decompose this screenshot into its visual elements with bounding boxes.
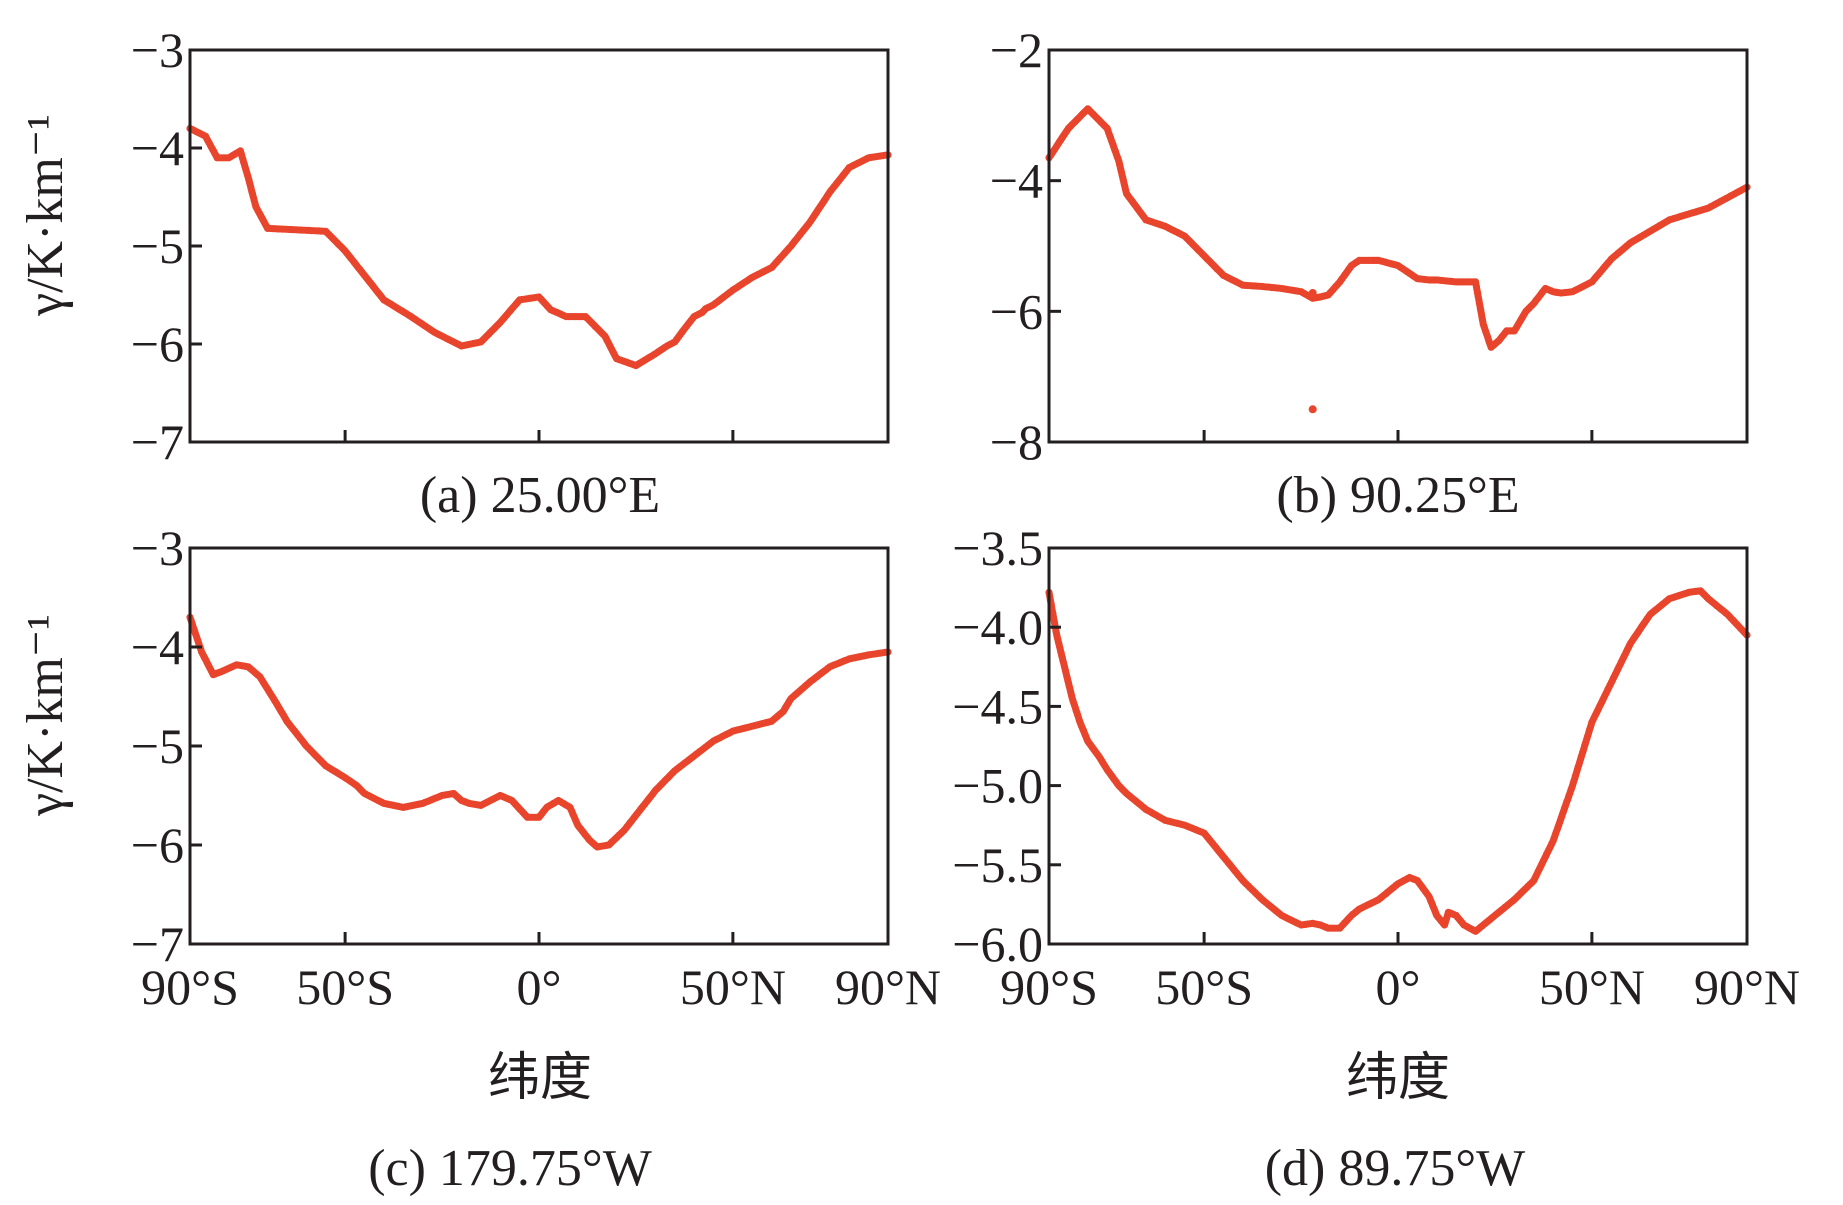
x-tick-label: 90°S [1000,959,1098,1015]
panel-b-series [1045,105,1751,414]
x-tick-label: 50°N [1539,959,1645,1015]
x-tick-label: 50°S [1155,959,1253,1015]
panel-a: −3 −4 −5 −6 −7 [131,22,892,470]
y-tick-label: −6 [131,817,184,873]
y-tick-label: −4 [131,619,184,675]
x-tick-label: 50°N [680,959,786,1015]
panel-a-frame [188,48,890,444]
x-tick-label: 50°S [296,959,394,1015]
panel-c-series [186,613,892,851]
y-tick-label: −6.0 [952,916,1043,972]
x-axis-label-left: 纬度 [488,1050,592,1107]
y-tick-label: −6 [131,316,184,372]
y-tick-label: −5.0 [952,758,1043,814]
x-axis-label-right: 纬度 [1346,1050,1450,1107]
panel-b-frame [1047,48,1749,444]
y-tick-label: −7 [131,414,184,470]
panel-b: −2 −4 −6 −8 [990,22,1751,470]
y-axis-label-bottom: γ/K·km⁻¹ [17,614,74,817]
panel-a-series [186,124,892,370]
y-tick-label: −4 [131,120,184,176]
panel-d: −3.5 −4.0 −4.5 −5.0 −5.5 −6.090°S 50°S 0° 50°N 90… [952,520,1800,1015]
x-tick-label: 0° [517,959,562,1015]
y-tick-label: −5.5 [952,837,1043,893]
x-tick-label: 90°N [835,959,941,1015]
y-tick-label: −3 [131,22,184,78]
panel-b-caption: (b) 90.25°E [1276,467,1519,524]
y-tick-label: −3 [131,520,184,576]
y-tick-label: −7 [131,916,184,972]
x-tick-label: 0° [1376,959,1421,1015]
panel-d-series [1045,587,1751,935]
y-tick-label: −5 [131,218,184,274]
y-tick-label: −8 [990,414,1043,470]
panel-c-frame [188,546,890,946]
y-tick-label: −4 [990,153,1043,209]
outlier-point [1308,289,1317,297]
y-tick-label: −2 [990,22,1043,78]
panel-a-caption: (a) 25.00°E [420,467,660,524]
panel-c-caption: (c) 179.75°W [368,1140,652,1197]
panel-d-caption: (d) 89.75°W [1265,1140,1526,1197]
y-tick-label: −6 [990,283,1043,339]
y-axis-label-top: γ/K·km⁻¹ [17,114,74,317]
y-tick-label: −4.0 [952,599,1043,655]
x-tick-label: 90°N [1694,959,1800,1015]
y-tick-label: −3.5 [952,520,1043,576]
outlier-point [1308,405,1317,414]
y-tick-label: −4.5 [952,678,1043,734]
panel-c: −3 −4 −5 −6 −790°S 50°S 0° 50°N 90°N [131,520,941,1015]
x-tick-label: 90°S [141,959,239,1015]
y-tick-label: −5 [131,718,184,774]
